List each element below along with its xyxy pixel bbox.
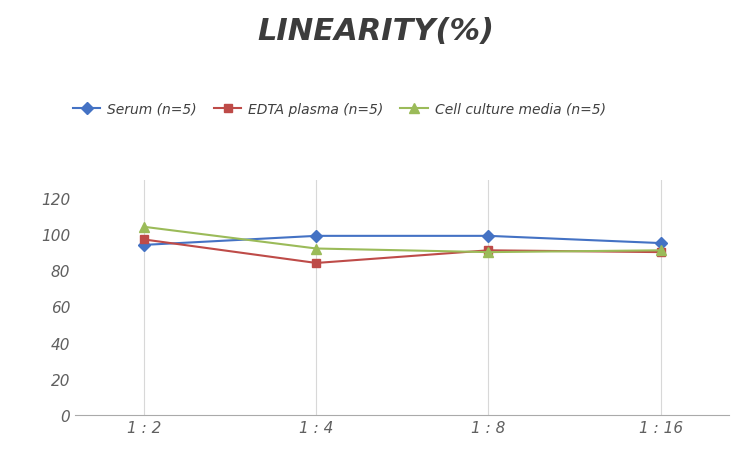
Legend: Serum (n=5), EDTA plasma (n=5), Cell culture media (n=5): Serum (n=5), EDTA plasma (n=5), Cell cul… xyxy=(67,97,611,122)
Cell culture media (n=5) xyxy=(312,246,321,252)
Line: Serum (n=5): Serum (n=5) xyxy=(140,232,665,249)
Cell culture media (n=5) xyxy=(140,225,149,230)
Serum (n=5) xyxy=(140,243,149,248)
Line: EDTA plasma (n=5): EDTA plasma (n=5) xyxy=(140,236,665,267)
EDTA plasma (n=5) xyxy=(140,237,149,243)
EDTA plasma (n=5) xyxy=(484,248,493,253)
Serum (n=5) xyxy=(656,241,665,246)
Line: Cell culture media (n=5): Cell culture media (n=5) xyxy=(139,222,666,258)
Serum (n=5) xyxy=(312,234,321,239)
Cell culture media (n=5) xyxy=(656,248,665,253)
Serum (n=5) xyxy=(484,234,493,239)
EDTA plasma (n=5) xyxy=(312,261,321,266)
EDTA plasma (n=5) xyxy=(656,250,665,255)
Text: LINEARITY(%): LINEARITY(%) xyxy=(257,17,495,46)
Cell culture media (n=5) xyxy=(484,250,493,255)
